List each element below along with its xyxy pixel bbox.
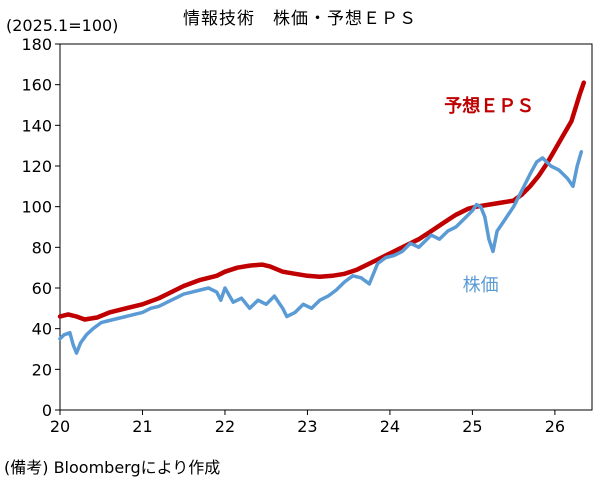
series-line-eps (57, 80, 587, 322)
y-tick-label: 100 (21, 198, 52, 217)
series-label-eps: 予想ＥＰＳ (444, 95, 534, 117)
source-note: (備考) Bloombergにより作成 (4, 458, 221, 477)
y-tick-label: 80 (32, 238, 52, 257)
series-line-stock-price (58, 150, 584, 355)
chart-title: 情報技術 株価・予想ＥＰＳ (183, 9, 417, 29)
y-axis-unit-label: (2025.1=100) (6, 16, 119, 35)
y-tick-label: 40 (32, 320, 52, 339)
x-tick-label: 26 (545, 417, 565, 436)
y-tick-label: 20 (32, 360, 52, 379)
x-tick-label: 21 (132, 417, 152, 436)
y-tick-label: 0 (42, 401, 52, 420)
series-layer (57, 80, 587, 355)
y-tick-label: 120 (21, 157, 52, 176)
y-tick-label: 160 (21, 76, 52, 95)
x-tick-label: 25 (462, 417, 482, 436)
y-tick-label: 180 (21, 35, 52, 54)
y-tick-label: 60 (32, 279, 52, 298)
x-tick-label: 22 (215, 417, 235, 436)
series-label-stock-price: 株価 (463, 275, 499, 296)
x-tick-label: 20 (50, 417, 70, 436)
plot-frame (59, 43, 593, 411)
y-tick-label: 140 (21, 116, 52, 135)
series-labels: 予想ＥＰＳ 株価 (444, 95, 534, 296)
x-tick-label: 24 (380, 417, 400, 436)
x-tick-label: 23 (297, 417, 317, 436)
